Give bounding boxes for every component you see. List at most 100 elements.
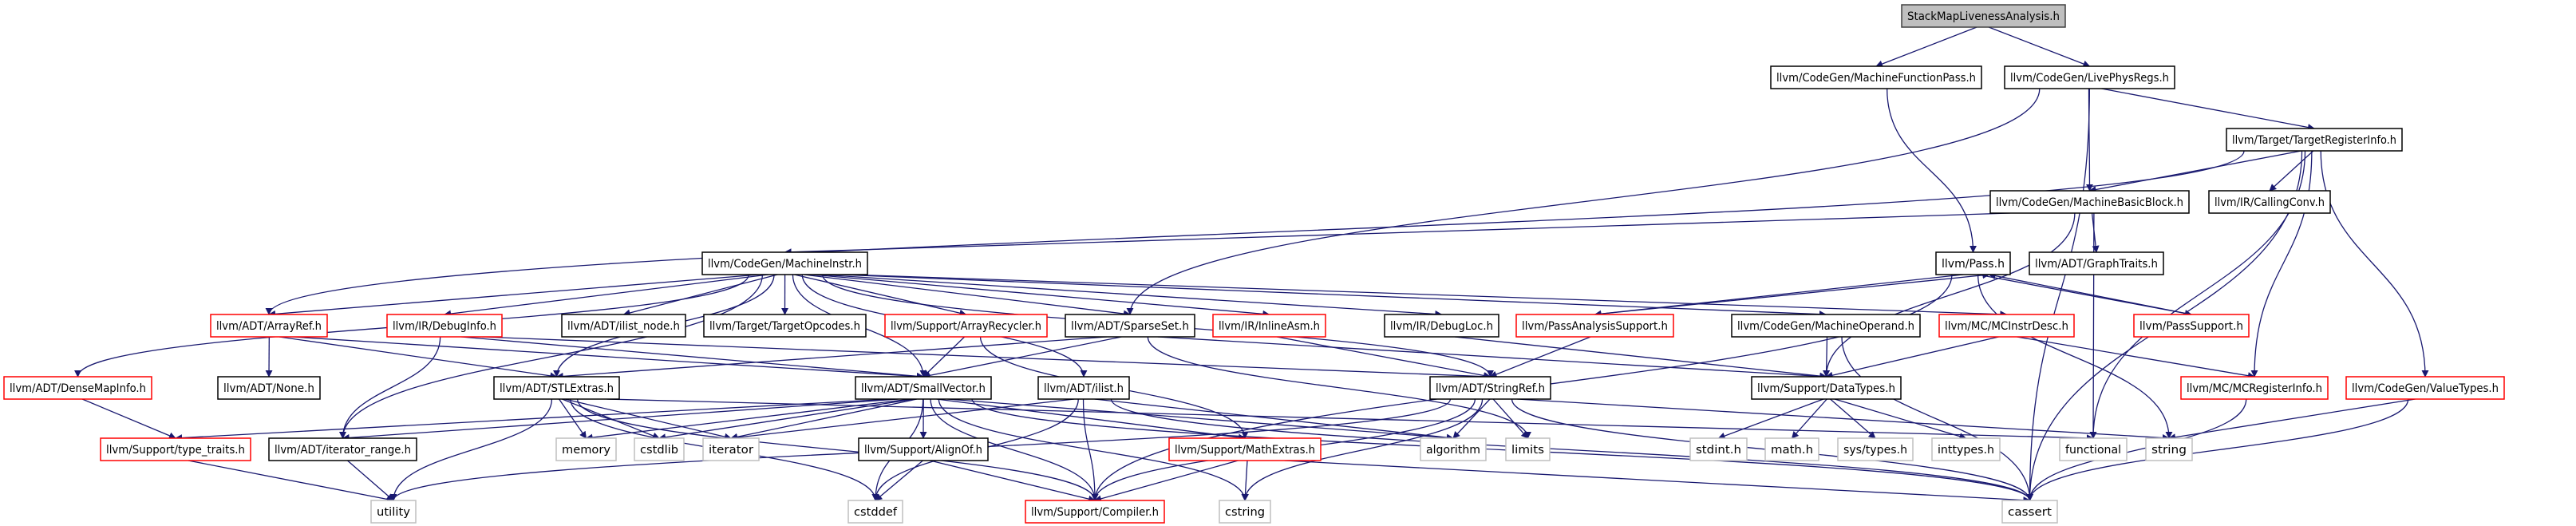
node-compiler[interactable]: llvm/Support/Compiler.h — [1025, 500, 1165, 524]
edge-sref-to-limits — [1492, 398, 1529, 439]
node-mbb[interactable]: llvm/CodeGen/MachineBasicBlock.h — [1989, 190, 2190, 214]
node-mfp[interactable]: llvm/CodeGen/MachineFunctionPass.h — [1770, 65, 1982, 89]
node-box — [1938, 314, 2075, 338]
edge-sv-to-cstdlib — [658, 398, 915, 441]
node-label: llvm/ADT/SparseSet.h — [1071, 320, 1189, 333]
edge-ilist-to-cassert — [1110, 398, 2033, 501]
node-box — [1901, 4, 2066, 28]
node-memory: memory — [555, 437, 617, 461]
node-gt[interactable]: llvm/ADT/GraphTraits.h — [2029, 251, 2164, 275]
node-inlineasm[interactable]: llvm/IR/InlineAsm.h — [1212, 314, 1326, 338]
node-topc[interactable]: llvm/Target/TargetOpcodes.h — [703, 314, 867, 338]
node-tri[interactable]: llvm/Target/TargetRegisterInfo.h — [2226, 128, 2403, 152]
node-box — [847, 500, 903, 524]
node-vt[interactable]: llvm/CodeGen/ValueTypes.h — [2345, 376, 2505, 400]
edge-stl-to-cstdlib — [562, 398, 660, 440]
node-box — [858, 437, 989, 461]
node-dmi[interactable]: llvm/ADT/DenseMapInfo.h — [3, 376, 152, 400]
node-pas[interactable]: llvm/PassAnalysisSupport.h — [1515, 314, 1674, 338]
edge-mbb-to-mi — [784, 212, 2010, 256]
node-cstdlib: cstdlib — [634, 437, 685, 461]
node-box — [1731, 314, 1921, 338]
edge-mathx-to-compiler — [1094, 460, 1239, 503]
node-label: llvm/Target/TargetOpcodes.h — [709, 320, 860, 333]
node-label: llvm/Support/DataTypes.h — [1757, 382, 1895, 395]
node-arrayref[interactable]: llvm/ADT/ArrayRef.h — [210, 314, 328, 338]
node-label: algorithm — [1426, 444, 1480, 457]
node-box — [561, 314, 686, 338]
node-box — [1025, 500, 1165, 524]
node-cstddef: cstddef — [847, 500, 903, 524]
node-algorithm: algorithm — [1420, 437, 1487, 461]
node-box — [1212, 314, 1326, 338]
node-cc[interactable]: llvm/IR/CallingConv.h — [2208, 190, 2331, 214]
node-label: llvm/Support/Compiler.h — [1031, 506, 1159, 519]
node-label: llvm/Support/type_traits.h — [106, 444, 245, 457]
node-box — [386, 314, 503, 338]
node-sref[interactable]: llvm/ADT/StringRef.h — [1429, 376, 1551, 400]
node-box — [3, 376, 152, 400]
edge-alignof-to-cstddef — [875, 460, 923, 501]
node-tt[interactable]: llvm/Support/type_traits.h — [100, 437, 251, 461]
node-pass[interactable]: llvm/Pass.h — [1935, 251, 2011, 275]
node-sparse[interactable]: llvm/ADT/SparseSet.h — [1065, 314, 1195, 338]
node-label: llvm/ADT/StringRef.h — [1436, 382, 1545, 395]
node-debuginfo[interactable]: llvm/IR/DebugInfo.h — [386, 314, 503, 338]
edge-dt-to-stdint — [1717, 398, 1824, 440]
node-box — [1931, 437, 2001, 461]
node-none[interactable]: llvm/ADT/None.h — [217, 376, 321, 400]
node-math: math.h — [1764, 437, 1819, 461]
node-label: llvm/ADT/STLExtras.h — [500, 382, 614, 395]
edge-tri-to-mcri — [2250, 150, 2313, 378]
edge-sv-to-cstring — [938, 398, 1249, 501]
node-label: utility — [377, 506, 410, 519]
node-stl[interactable]: llvm/ADT/STLExtras.h — [493, 376, 620, 400]
edge-arrayref-to-stl — [279, 336, 558, 380]
node-ilistnode[interactable]: llvm/ADT/ilist_node.h — [561, 314, 686, 338]
edge-ilist-to-iterator — [730, 398, 1075, 441]
node-box — [210, 314, 328, 338]
node-mop[interactable]: llvm/CodeGen/MachineOperand.h — [1731, 314, 1921, 338]
node-root[interactable]: StackMapLivenessAnalysis.h — [1901, 4, 2066, 28]
node-arec[interactable]: llvm/Support/ArrayRecycler.h — [884, 314, 1048, 338]
node-sv[interactable]: llvm/ADT/SmallVector.h — [855, 376, 992, 400]
node-box — [1065, 314, 1195, 338]
edge-mi-to-mop — [838, 274, 1827, 318]
node-itr[interactable]: llvm/ADT/iterator_range.h — [268, 437, 417, 461]
node-label: llvm/Support/MathExtras.h — [1175, 444, 1315, 457]
node-label: llvm/CodeGen/LivePhysRegs.h — [2010, 72, 2169, 85]
node-ilist[interactable]: llvm/ADT/ilist.h — [1037, 376, 1130, 400]
node-label: llvm/CodeGen/MachineOperand.h — [1737, 320, 1914, 333]
node-box — [1764, 437, 1819, 461]
edge-sparse-to-limits — [1147, 336, 1531, 439]
node-mathx[interactable]: llvm/Support/MathExtras.h — [1168, 437, 1322, 461]
edge-pas-to-sref — [1489, 336, 1591, 378]
edge-sv-to-tt — [175, 398, 891, 442]
node-passsup[interactable]: llvm/PassSupport.h — [2133, 314, 2250, 338]
node-label: llvm/IR/CallingConv.h — [2214, 196, 2325, 209]
node-alignof[interactable]: llvm/Support/AlignOf.h — [858, 437, 989, 461]
node-mcid[interactable]: llvm/MC/MCInstrDesc.h — [1938, 314, 2075, 338]
node-debugloc[interactable]: llvm/IR/DebugLoc.h — [1384, 314, 1499, 338]
edge-mbb-to-dt — [1823, 212, 2076, 378]
node-label: iterator — [709, 444, 753, 457]
node-dt[interactable]: llvm/Support/DataTypes.h — [1751, 376, 1902, 400]
node-box — [555, 437, 617, 461]
node-lpr[interactable]: llvm/CodeGen/LivePhysRegs.h — [2004, 65, 2175, 89]
edge-pas-to-pass — [1594, 271, 1990, 315]
edge-mi-to-arrayref — [268, 274, 760, 318]
node-box — [1219, 500, 1271, 524]
edge-itr-to-utility — [346, 460, 394, 501]
edge-alignof-to-compiler — [930, 460, 1096, 503]
edge-sparse-to-sv — [923, 336, 1122, 379]
edge-debuginfo-to-sref — [482, 336, 1491, 381]
node-box — [1770, 65, 1982, 89]
node-mi[interactable]: llvm/CodeGen/MachineInstr.h — [701, 251, 868, 275]
edge-debuginfo-to-sv — [461, 336, 924, 380]
node-cassert: cassert — [2001, 500, 2058, 524]
node-label: llvm/ADT/None.h — [223, 382, 314, 395]
node-label: llvm/PassSupport.h — [2139, 320, 2243, 333]
edge-dt-to-inttypes — [1834, 398, 1967, 440]
node-mcri[interactable]: llvm/MC/MCRegisterInfo.h — [2180, 376, 2329, 400]
